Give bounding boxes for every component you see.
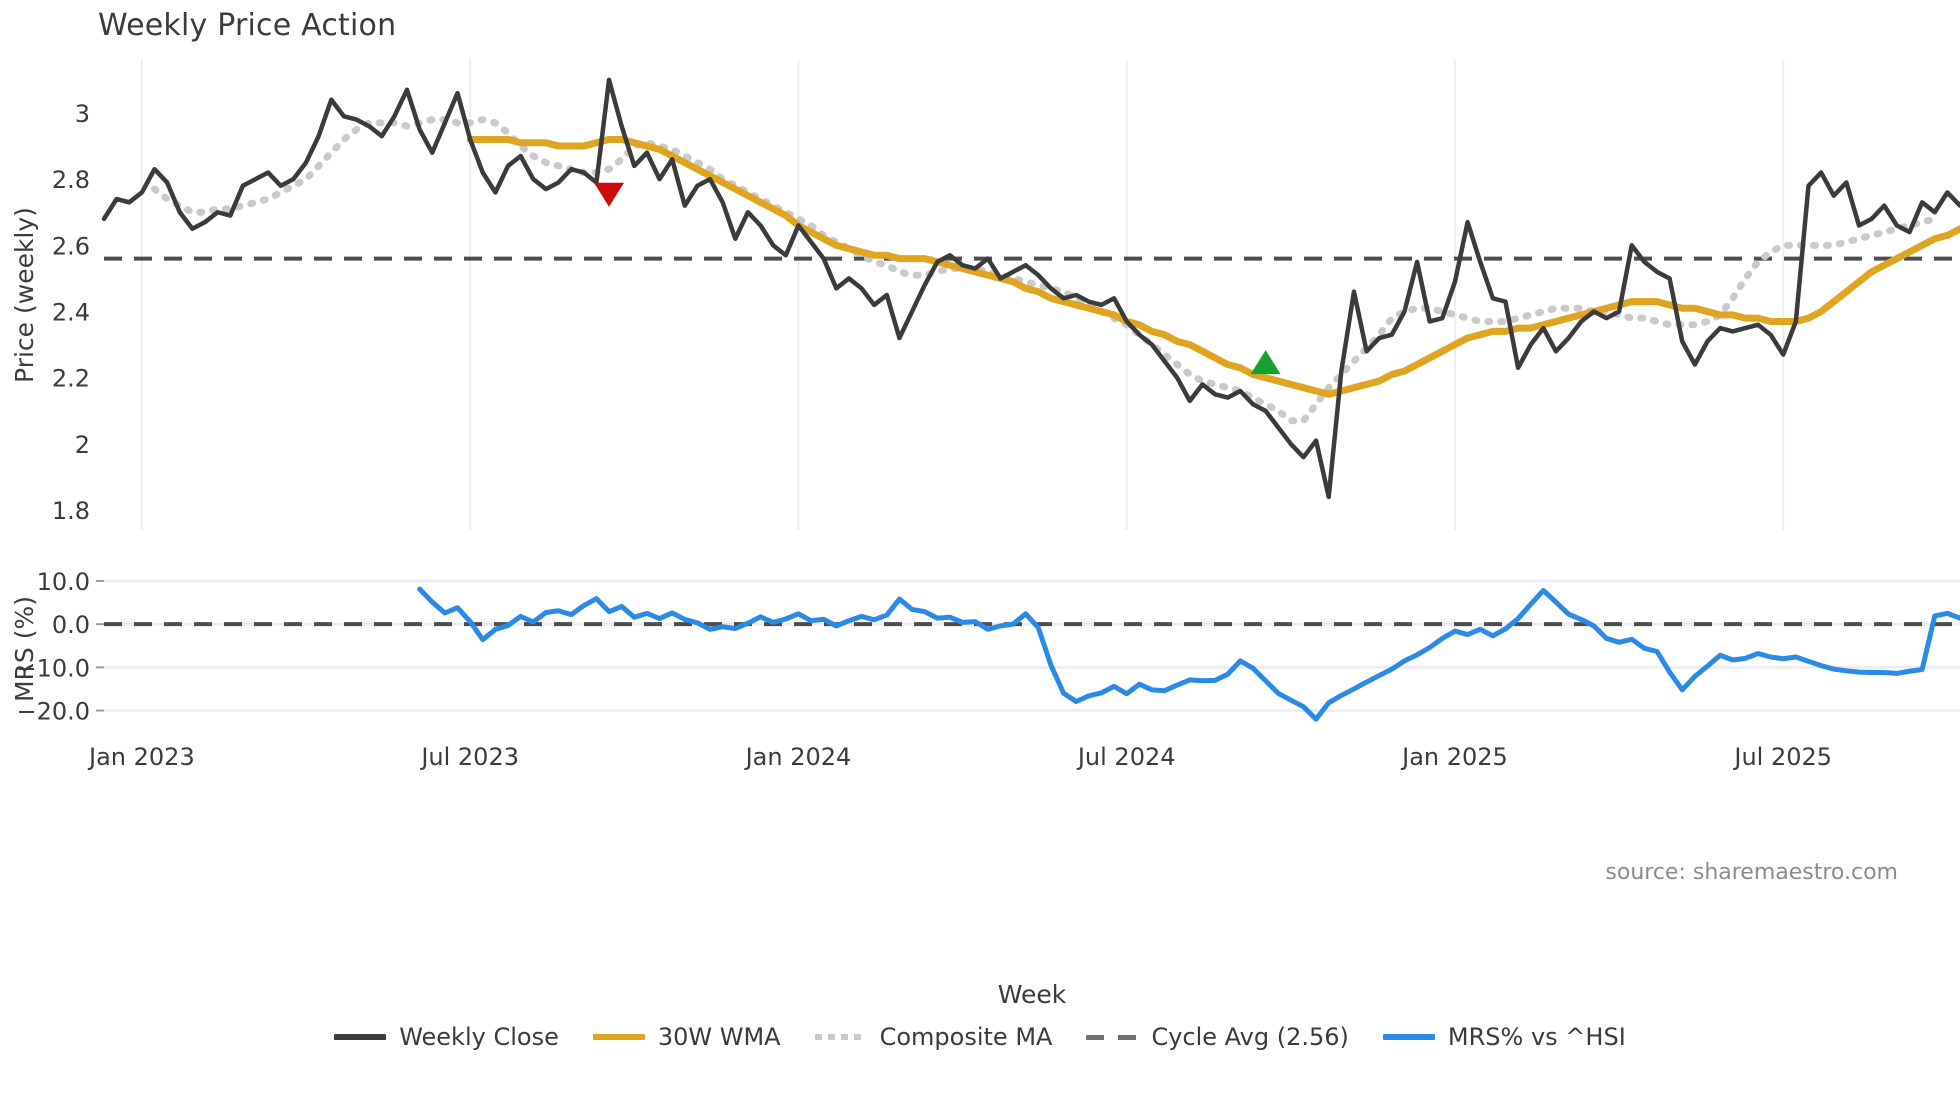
series-30w-wma xyxy=(466,135,1960,398)
legend-item[interactable]: Weekly Close xyxy=(334,1023,559,1051)
legend-item[interactable]: Cycle Avg (2.56) xyxy=(1086,1023,1349,1051)
legend-label: MRS% vs ^HSI xyxy=(1447,1023,1626,1051)
series-composite-ma xyxy=(151,116,1939,425)
price-axis-title: Price (weekly) xyxy=(10,207,39,383)
legend-label: Weekly Close xyxy=(399,1023,559,1051)
x-tick-label: Jul 2024 xyxy=(1076,743,1176,771)
price-y-tick-label: 2 xyxy=(75,431,90,459)
chart-title: Weekly Price Action xyxy=(98,8,397,43)
legend-item[interactable]: Composite MA xyxy=(814,1023,1053,1051)
chart-legend: Weekly Close 30W WMA Composite MA Cycle Avg… xyxy=(0,1023,1960,1051)
legend-item[interactable]: MRS% vs ^HSI xyxy=(1382,1023,1626,1051)
legend-swatch-icon xyxy=(592,1034,645,1040)
price-y-tick-label: 3 xyxy=(75,100,90,128)
price-y-tick-label: 2.4 xyxy=(52,299,90,327)
legend-item[interactable]: 30W WMA xyxy=(592,1023,781,1051)
mrs-axis-title: MRS (%) xyxy=(10,596,39,702)
mrs-y-tick-label: 10.0 xyxy=(37,568,90,596)
x-tick-label: Jul 2025 xyxy=(1732,743,1832,771)
sell-marker xyxy=(594,182,624,207)
price-y-tick-label: 1.8 xyxy=(52,497,90,525)
legend-swatch-icon xyxy=(334,1034,387,1040)
legend-swatch-icon xyxy=(1086,1034,1139,1040)
x-tick-label: Jul 2023 xyxy=(419,743,519,771)
x-tick-label: Jan 2023 xyxy=(87,743,195,771)
buy-marker xyxy=(1250,350,1281,375)
mrs-y-tick-label: 0.0 xyxy=(52,611,90,639)
mrs-y-tick-label: −20.0 xyxy=(16,698,90,726)
legend-label: 30W WMA xyxy=(657,1023,781,1051)
source-attribution: source: sharemaestro.com xyxy=(1605,860,1898,885)
legend-swatch-icon xyxy=(1382,1034,1435,1040)
x-tick-label: Jan 2025 xyxy=(1400,743,1508,771)
series-mrs-pct xyxy=(417,586,1960,722)
legend-label: Composite MA xyxy=(879,1023,1053,1051)
x-tick-label: Jan 2024 xyxy=(744,743,852,771)
price-y-tick-label: 2.8 xyxy=(52,166,90,194)
legend-label: Cycle Avg (2.56) xyxy=(1151,1023,1349,1051)
x-axis-title: Week xyxy=(998,980,1067,1009)
legend-swatch-icon xyxy=(814,1034,867,1040)
price-y-tick-label: 2.2 xyxy=(52,365,90,393)
series-weekly-close xyxy=(101,77,1960,500)
mrs-y-tick-label: −10.0 xyxy=(16,654,90,682)
price-y-tick-label: 2.6 xyxy=(52,232,90,260)
